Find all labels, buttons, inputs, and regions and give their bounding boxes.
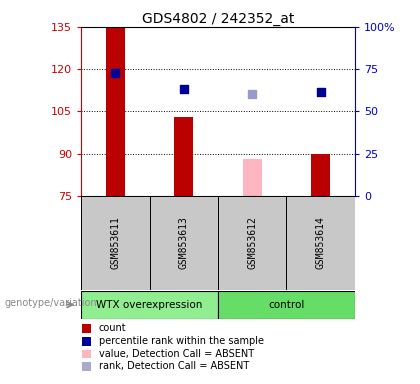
- Bar: [106, 27, 125, 196]
- Bar: [218, 196, 286, 290]
- Text: WTX overexpression: WTX overexpression: [96, 300, 203, 310]
- Text: genotype/variation: genotype/variation: [4, 298, 97, 308]
- Bar: [150, 196, 218, 290]
- Bar: [286, 196, 355, 290]
- Bar: [174, 117, 193, 196]
- Text: percentile rank within the sample: percentile rank within the sample: [99, 336, 264, 346]
- Bar: [243, 159, 262, 196]
- Point: [181, 86, 187, 92]
- Title: GDS4802 / 242352_at: GDS4802 / 242352_at: [142, 12, 294, 26]
- Text: count: count: [99, 323, 126, 333]
- Point: [318, 89, 324, 95]
- Text: GSM853612: GSM853612: [247, 217, 257, 269]
- Text: GSM853611: GSM853611: [110, 217, 120, 269]
- Point: [249, 91, 256, 98]
- Text: control: control: [268, 300, 304, 310]
- Text: rank, Detection Call = ABSENT: rank, Detection Call = ABSENT: [99, 361, 249, 371]
- Bar: [81, 196, 150, 290]
- Text: GSM853613: GSM853613: [179, 217, 189, 269]
- Bar: [311, 154, 330, 196]
- Point: [112, 70, 119, 76]
- Text: GSM853614: GSM853614: [316, 217, 326, 269]
- Text: value, Detection Call = ABSENT: value, Detection Call = ABSENT: [99, 349, 254, 359]
- Bar: [218, 291, 355, 319]
- Bar: [81, 291, 218, 319]
